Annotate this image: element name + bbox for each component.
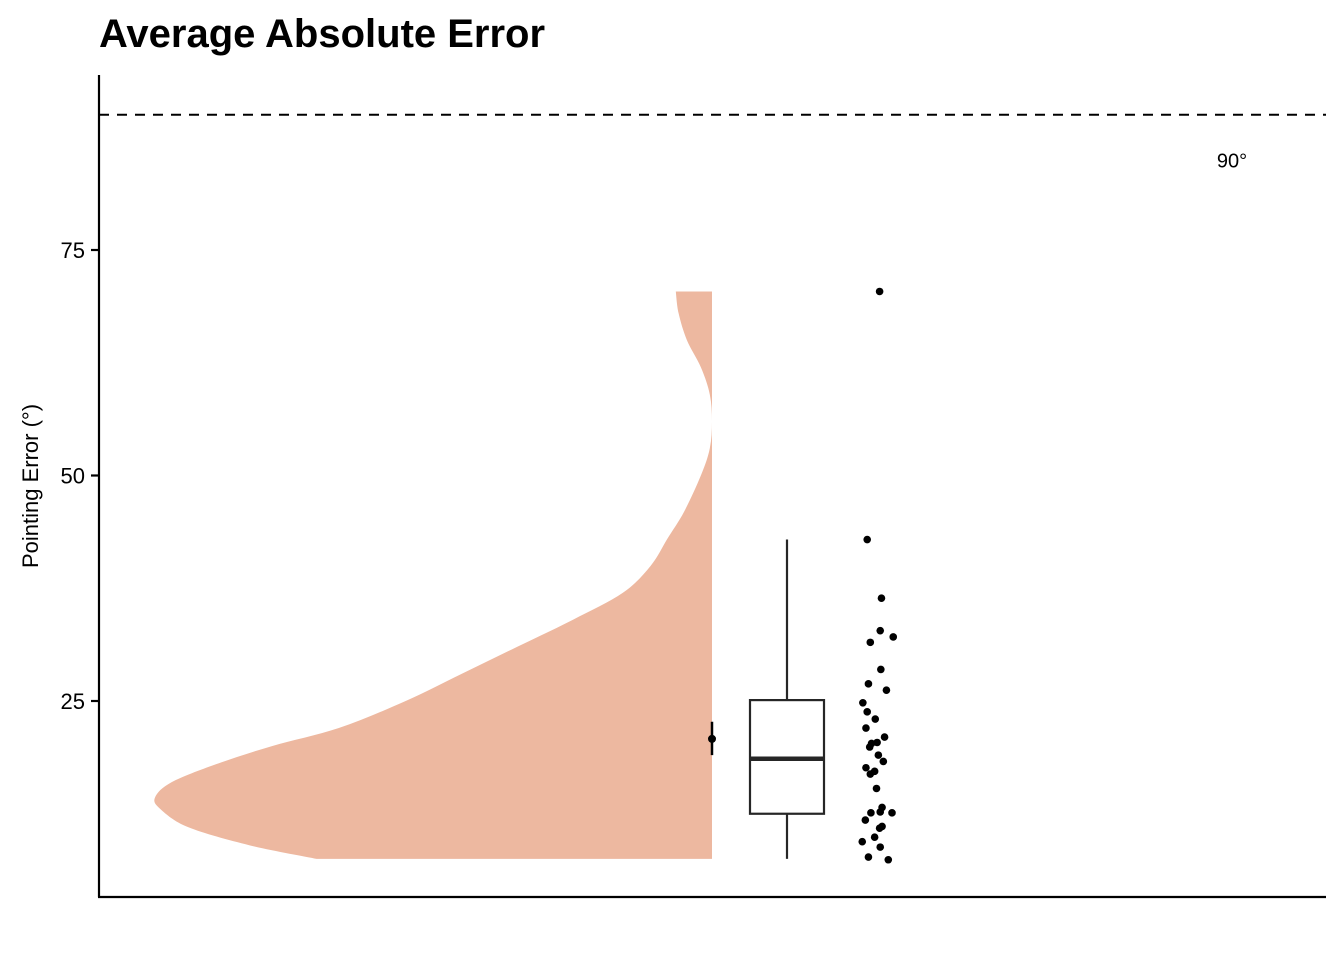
data-point (861, 816, 870, 824)
data-point (863, 708, 871, 716)
data-point (865, 743, 874, 751)
data-point (875, 287, 884, 296)
data-point (866, 638, 875, 647)
data-point (875, 824, 884, 832)
data-point (863, 535, 871, 544)
data-point (864, 853, 873, 861)
mean-ci-group (708, 721, 716, 756)
boxplot-group (748, 539, 826, 859)
data-points (858, 287, 898, 864)
data-point (866, 770, 875, 778)
data-point (872, 784, 881, 793)
data-point (867, 809, 875, 817)
data-point (871, 715, 880, 723)
data-point (884, 855, 893, 864)
data-point (888, 809, 896, 817)
y-axis-label: Pointing Error (°) (18, 404, 43, 568)
chart-title: Average Absolute Error (99, 12, 546, 56)
data-point (862, 763, 870, 772)
data-point (876, 808, 885, 816)
y-tick-label: 50 (61, 464, 85, 489)
data-point (859, 699, 867, 707)
data-point (889, 633, 898, 641)
reference-line-label: 90° (1217, 151, 1247, 173)
data-point (862, 724, 870, 732)
data-point (876, 626, 885, 635)
data-point (873, 738, 881, 747)
data-point (870, 833, 879, 842)
density-area (154, 291, 713, 859)
density-cloud (154, 291, 713, 859)
data-point (879, 757, 888, 766)
data-point (876, 843, 885, 851)
reference-line-group: 90° (99, 113, 1326, 173)
axes: 25 50 75 Pointing Error (°) (18, 75, 1326, 899)
y-tick-label: 75 (61, 238, 85, 263)
mean-point (708, 734, 716, 743)
data-point (880, 733, 889, 741)
y-tick-label: 25 (61, 689, 85, 714)
data-point (877, 665, 885, 674)
data-point (864, 680, 873, 688)
data-point (858, 837, 867, 846)
data-point (877, 594, 886, 602)
data-point (874, 751, 883, 759)
data-point (882, 686, 891, 694)
